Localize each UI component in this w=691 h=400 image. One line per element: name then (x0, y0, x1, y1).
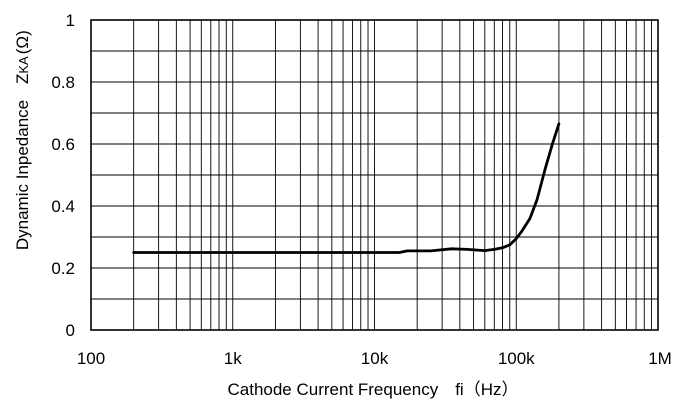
x-tick-label: 1k (224, 349, 242, 368)
y-tick-label: 0.4 (51, 197, 75, 216)
y-axis-tick-labels: 0 0.2 0.4 0.6 0.8 1 (51, 11, 75, 340)
series-line (132, 122, 561, 254)
y-axis-symbol-group: ZKA (Ω) (13, 30, 32, 84)
y-axis-symbol-main: Z (13, 74, 32, 84)
x-tick-label: 100 (77, 349, 105, 368)
y-tick-label: 0.2 (51, 259, 75, 278)
plot-area-frame (90, 19, 659, 331)
y-tick-label: 0 (66, 321, 75, 340)
y-axis-title-group: Dynamic Inpedance (13, 100, 32, 250)
y-tick-label: 0.6 (51, 135, 75, 154)
x-tick-label: 10k (361, 349, 389, 368)
x-tick-label: 1M (648, 349, 672, 368)
y-axis-symbol-subscript: KA (16, 56, 31, 74)
x-axis-title: Cathode Current Frequency fi（Hz） (227, 380, 518, 399)
y-tick-label: 1 (66, 11, 75, 30)
y-axis-unit: (Ω) (13, 30, 32, 54)
y-axis-title: Dynamic Inpedance (13, 100, 32, 250)
y-tick-label: 0.8 (51, 73, 75, 92)
y-axis-symbol: ZKA (Ω) (13, 30, 32, 84)
x-tick-label: 100k (498, 349, 535, 368)
x-axis-tick-labels: 100 1k 10k 100k 1M (77, 349, 672, 368)
